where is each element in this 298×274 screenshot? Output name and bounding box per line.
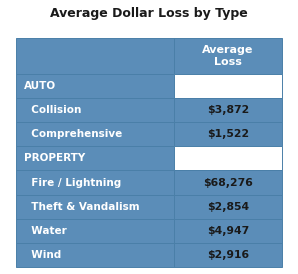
Bar bbox=[16, 195, 174, 219]
Bar bbox=[174, 74, 282, 98]
Text: $68,276: $68,276 bbox=[203, 178, 253, 188]
Bar bbox=[16, 170, 174, 195]
Text: $2,916: $2,916 bbox=[207, 250, 249, 260]
Bar bbox=[16, 38, 174, 74]
Text: $3,872: $3,872 bbox=[207, 105, 249, 115]
Text: Wind: Wind bbox=[24, 250, 61, 260]
Bar bbox=[16, 219, 174, 243]
Bar bbox=[174, 219, 282, 243]
Bar bbox=[174, 243, 282, 267]
Text: AUTO: AUTO bbox=[24, 81, 56, 91]
Bar bbox=[16, 74, 174, 98]
Text: Average
Loss: Average Loss bbox=[202, 45, 254, 67]
Bar bbox=[174, 146, 282, 170]
Text: Collision: Collision bbox=[24, 105, 81, 115]
Text: Theft & Vandalism: Theft & Vandalism bbox=[24, 202, 139, 212]
Text: Average Dollar Loss by Type: Average Dollar Loss by Type bbox=[50, 7, 248, 20]
Bar bbox=[16, 98, 174, 122]
Bar bbox=[174, 170, 282, 195]
Bar bbox=[174, 98, 282, 122]
Text: $4,947: $4,947 bbox=[207, 226, 249, 236]
Text: Comprehensive: Comprehensive bbox=[24, 129, 122, 139]
Text: Water: Water bbox=[24, 226, 66, 236]
Bar bbox=[16, 122, 174, 146]
Text: $1,522: $1,522 bbox=[207, 129, 249, 139]
Bar bbox=[174, 38, 282, 74]
Bar bbox=[16, 243, 174, 267]
Text: $2,854: $2,854 bbox=[207, 202, 249, 212]
Bar bbox=[174, 122, 282, 146]
Text: Fire / Lightning: Fire / Lightning bbox=[24, 178, 121, 188]
Bar bbox=[174, 195, 282, 219]
Text: PROPERTY: PROPERTY bbox=[24, 153, 85, 163]
Bar bbox=[16, 146, 174, 170]
